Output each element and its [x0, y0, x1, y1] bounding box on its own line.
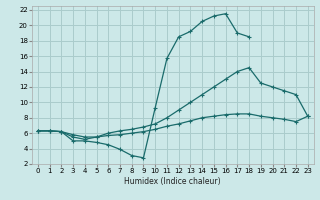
X-axis label: Humidex (Indice chaleur): Humidex (Indice chaleur): [124, 177, 221, 186]
